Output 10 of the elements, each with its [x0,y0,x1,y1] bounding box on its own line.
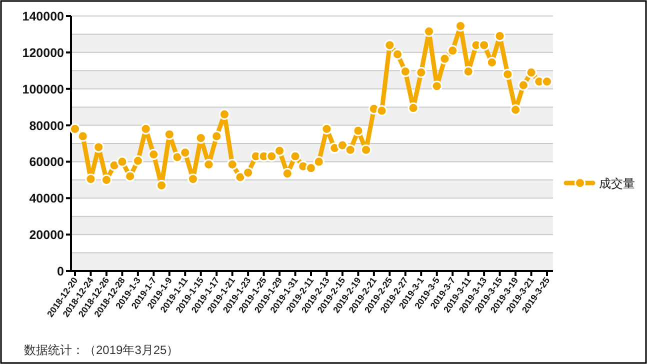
y-tick-label: 0 [57,264,64,278]
y-tick-label: 140000 [22,10,64,24]
y-tick-label: 20000 [29,228,64,242]
y-tick-label: 80000 [29,118,64,133]
legend-label: 成交量 [599,176,635,190]
text: 数据统计：（2019年3月25） [24,343,179,357]
y-tick-label: 100000 [22,82,64,96]
y-tick-label: 120000 [22,46,64,60]
y-tick-label: 40000 [29,192,64,206]
y-tick-label: 60000 [29,155,64,170]
